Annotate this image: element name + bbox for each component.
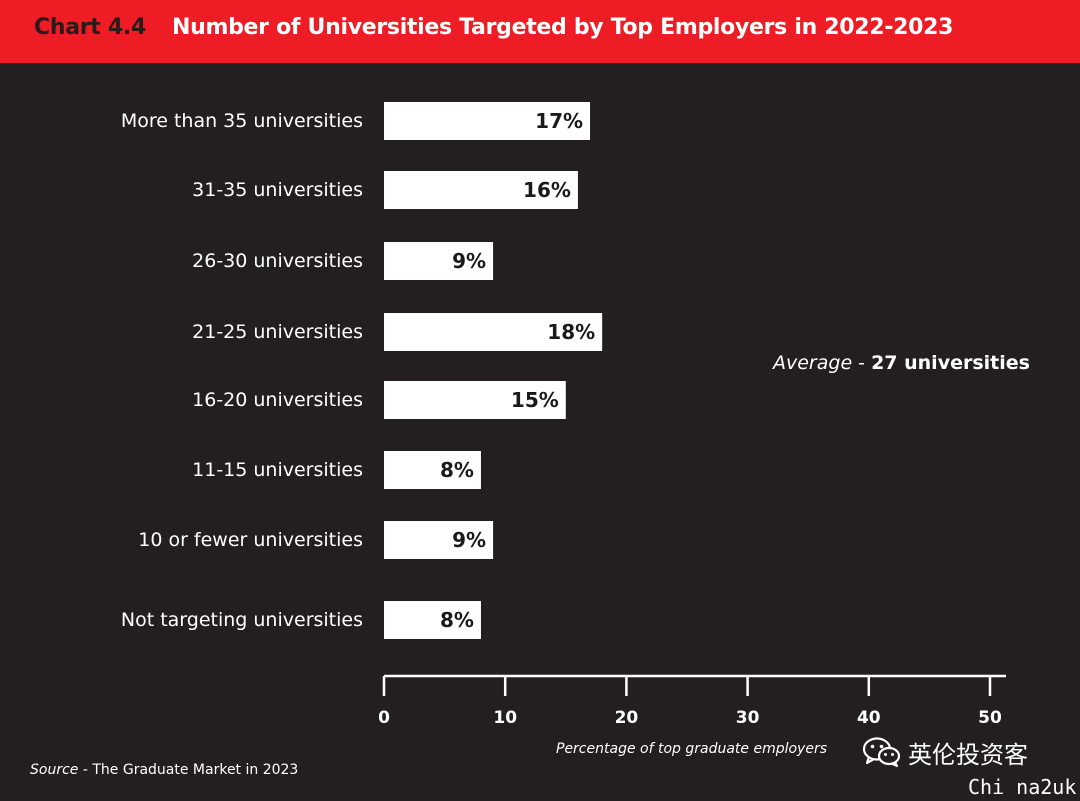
source-label: Source — [30, 762, 79, 778]
category-label: 16-20 universities — [192, 389, 363, 411]
x-tick-label: 20 — [615, 708, 639, 728]
category-label: 11-15 universities — [192, 459, 363, 481]
data-label: 18% — [547, 320, 595, 344]
chart-header: Chart 4.4 Number of Universities Targete… — [0, 0, 1080, 63]
category-label: 31-35 universities — [192, 179, 363, 201]
category-label: 21-25 universities — [192, 321, 363, 343]
category-label: 26-30 universities — [192, 250, 363, 272]
x-tick-label: 0 — [378, 708, 390, 728]
watermark-subtext: Chi na2uk — [968, 775, 1077, 799]
data-label: 16% — [523, 178, 571, 202]
data-label: 17% — [535, 109, 583, 133]
chart-title: Number of Universities Targeted by Top E… — [172, 15, 954, 40]
bar — [384, 601, 481, 639]
data-label: 15% — [511, 388, 559, 412]
average-label: Average — [773, 352, 853, 374]
x-tick-label: 30 — [736, 708, 760, 728]
x-tick-label: 10 — [493, 708, 517, 728]
average-separator: - — [852, 352, 872, 374]
bar — [384, 242, 494, 280]
watermark-text: 英伦投资客 — [908, 740, 1028, 769]
category-label: Not targeting universities — [121, 609, 363, 631]
category-label: More than 35 universities — [121, 110, 363, 132]
bar — [384, 171, 578, 209]
wechat-icon — [862, 737, 901, 767]
data-label: 9% — [452, 249, 486, 273]
x-axis-title: Percentage of top graduate employers — [556, 741, 828, 757]
average-annotation: Average - 27 universities — [773, 352, 1030, 374]
bar — [384, 313, 603, 351]
bar — [384, 521, 494, 559]
x-tick-label: 50 — [978, 708, 1002, 728]
source-text: - The Graduate Market in 2023 — [78, 762, 299, 778]
bar — [384, 102, 591, 140]
data-label: 8% — [440, 608, 474, 632]
data-label: 9% — [452, 528, 486, 552]
bar — [384, 381, 566, 419]
chart-number-label: Chart 4.4 — [34, 15, 146, 40]
watermark: 英伦投资客 — [862, 734, 1028, 770]
category-label: 10 or fewer universities — [138, 529, 363, 551]
source-note: Source - The Graduate Market in 2023 — [30, 762, 298, 778]
bar — [384, 451, 481, 489]
average-value: 27 universities — [871, 352, 1030, 374]
data-label: 8% — [440, 458, 474, 482]
x-tick-label: 40 — [857, 708, 881, 728]
